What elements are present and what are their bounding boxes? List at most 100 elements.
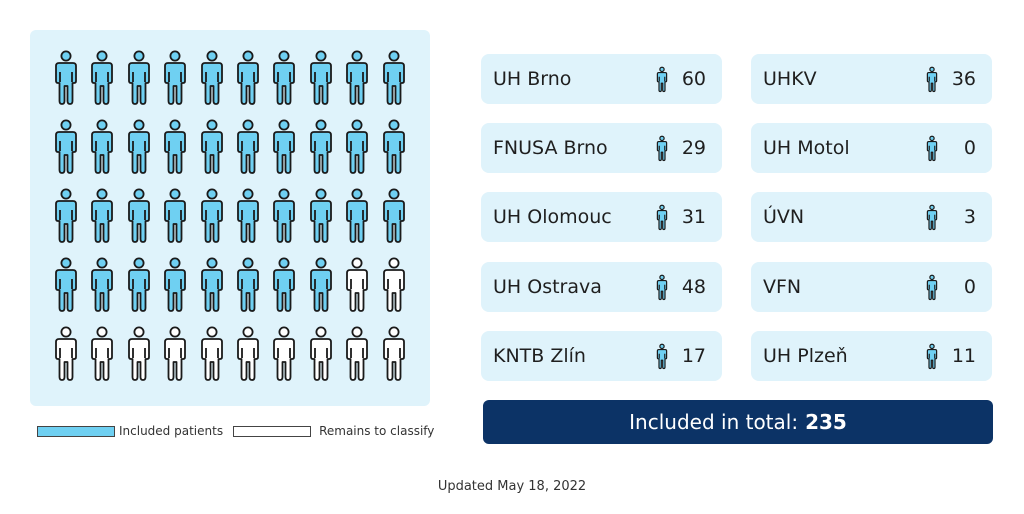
person-icon [303,50,339,119]
legend-label-remaining: Remains to classify [319,424,435,438]
person-icon [339,188,375,257]
person-icon [926,204,938,231]
person-icon [656,343,668,370]
person-icon [84,119,120,188]
hospital-name: ÚVN [763,206,805,228]
hospital-name: VFN [763,276,802,298]
hospital-name: UH Ostrava [493,276,602,298]
person-icon [230,188,266,257]
person-icon [266,119,302,188]
person-icon [656,66,668,93]
person-icon [376,326,412,395]
person-icon [376,188,412,257]
person-icon [48,119,84,188]
person-icon [230,50,266,119]
hospital-card: KNTB Zlín 17 [481,331,722,381]
person-icon [303,119,339,188]
person-icon [303,326,339,395]
person-icon [121,188,157,257]
person-icon [157,119,193,188]
person-icon [121,119,157,188]
person-icon [656,135,668,162]
person-icon [48,50,84,119]
updated-date: Updated May 18, 2022 [437,479,587,494]
person-icon [339,50,375,119]
person-icon [266,257,302,326]
hospital-count: 36 [951,68,976,90]
person-icon [48,188,84,257]
hospital-card: UH Brno 60 [481,54,722,104]
hospital-count: 31 [681,206,706,228]
person-icon [121,326,157,395]
person-icon [194,257,230,326]
person-icon [266,326,302,395]
total-value: 235 [805,410,847,434]
person-icon [121,257,157,326]
hospital-count: 29 [681,137,706,159]
hospital-count: 48 [681,276,706,298]
legend-swatch-remaining [233,425,312,437]
person-icon [303,257,339,326]
person-icon [230,257,266,326]
hospital-card: ÚVN 3 [751,192,992,242]
person-icon [230,326,266,395]
hospital-card: UHKV 36 [751,54,992,104]
person-icon [194,326,230,395]
hospital-card: UH Motol 0 [751,123,992,173]
hospital-card: FNUSA Brno 29 [481,123,722,173]
hospital-card: UH Olomouc 31 [481,192,722,242]
person-icon [84,326,120,395]
person-icon [339,119,375,188]
person-icon [84,257,120,326]
hospital-count: 17 [681,345,706,367]
person-icon [376,119,412,188]
person-icon [157,188,193,257]
person-icon [926,135,938,162]
person-icon [194,50,230,119]
person-icon [194,119,230,188]
hospital-name: UH Brno [493,68,572,90]
pictogram-grid [48,50,412,395]
hospital-name: UH Motol [763,137,850,159]
total-banner: Included in total: 235 [483,400,993,444]
person-icon [376,257,412,326]
hospital-card: UH Plzeň 11 [751,331,992,381]
legend: Included patients Remains to classify [37,424,434,438]
hospital-count: 0 [963,276,976,298]
person-icon [339,257,375,326]
total-label: Included in total: [629,410,799,434]
person-icon [157,257,193,326]
person-icon [84,188,120,257]
person-icon [376,50,412,119]
person-icon [230,119,266,188]
person-icon [194,188,230,257]
hospital-name: FNUSA Brno [493,137,608,159]
person-icon [84,50,120,119]
person-icon [926,66,938,93]
person-icon [926,274,938,301]
hospital-count: 60 [681,68,706,90]
hospital-card: VFN 0 [751,262,992,312]
person-icon [656,204,668,231]
person-icon [48,257,84,326]
hospital-count: 11 [951,345,976,367]
legend-label-included: Included patients [119,424,224,438]
hospital-count: 3 [963,206,976,228]
hospital-count: 0 [963,137,976,159]
hospital-name: UH Olomouc [493,206,612,228]
person-icon [157,50,193,119]
person-icon [303,188,339,257]
person-icon [48,326,84,395]
person-icon [339,326,375,395]
hospital-name: KNTB Zlín [493,345,586,367]
hospital-name: UHKV [763,68,817,90]
hospital-card: UH Ostrava 48 [481,262,722,312]
legend-swatch-included [37,425,115,437]
person-icon [926,343,938,370]
person-icon [121,50,157,119]
person-icon [266,188,302,257]
person-icon [157,326,193,395]
person-icon [266,50,302,119]
person-icon [656,274,668,301]
hospital-name: UH Plzeň [763,345,848,367]
